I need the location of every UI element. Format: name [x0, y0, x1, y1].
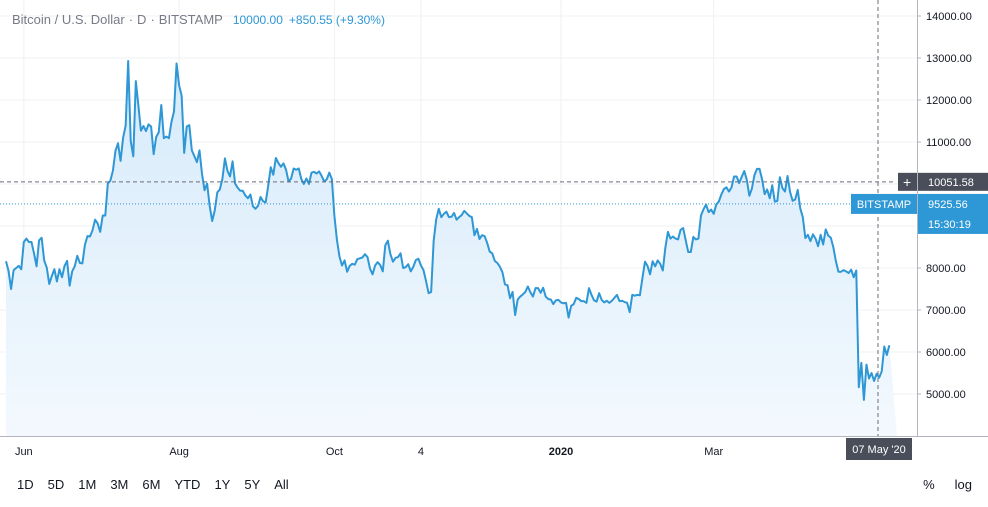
price-area-fill — [6, 60, 897, 436]
legend-value: 10000.00 — [232, 13, 283, 27]
price-tag-countdown: 15:30:19 — [928, 219, 971, 231]
price-line — [5, 59, 891, 401]
range-button-5y[interactable]: 5Y — [244, 477, 261, 492]
date-range-bar: 1D 5D 1M 3M 6M YTD 1Y 5Y All — [10, 474, 296, 495]
range-button-5d[interactable]: 5D — [47, 477, 65, 492]
price-tick-label: 11000.00 — [926, 137, 971, 149]
crosshair-date-label: 07 May '20 — [852, 444, 905, 456]
legend-separator: · — [128, 12, 134, 27]
price-tick-label: 8000.00 — [926, 263, 966, 275]
price-tick-label: 14000.00 — [926, 11, 972, 23]
percent-scale-button[interactable]: % — [923, 477, 935, 492]
range-button-6m[interactable]: 6M — [142, 477, 161, 492]
price-tick-label: 6000.00 — [926, 347, 966, 359]
time-tick-label: Jun — [15, 446, 33, 458]
range-button-3m[interactable]: 3M — [110, 477, 129, 492]
chart-legend: Bitcoin / U.S. Dollar · D · BITSTAMP 10000.00… — [12, 12, 385, 27]
range-button-1m[interactable]: 1M — [78, 477, 97, 492]
price-tick-label: 7000.00 — [926, 305, 966, 317]
price-tag-exchange: BITSTAMP — [857, 199, 911, 211]
symbol-name[interactable]: Bitcoin / U.S. Dollar — [12, 12, 125, 27]
log-scale-button[interactable]: log — [954, 477, 972, 492]
range-button-1d[interactable]: 1D — [17, 477, 34, 492]
legend-separator: · — [150, 12, 155, 27]
price-tick-label: 13000.00 — [926, 53, 972, 65]
range-button-1y[interactable]: 1Y — [214, 477, 231, 492]
crosshair-plus-button[interactable]: + — [898, 172, 917, 191]
interval-label[interactable]: D — [137, 12, 147, 27]
range-button-all[interactable]: All — [274, 477, 289, 492]
time-tick-label: Mar — [704, 446, 723, 458]
time-tick-label: Aug — [169, 446, 189, 458]
time-tick-label: Oct — [326, 446, 343, 458]
price-tick-label: 5000.00 — [926, 389, 966, 401]
time-axis[interactable]: Jun Aug Oct 4 2020 Mar — [15, 446, 724, 458]
last-price-tag: BITSTAMP 9525.56 15:30:19 — [851, 193, 988, 234]
crosshair-price-label: 10051.58 — [928, 177, 974, 189]
crosshair-price-tag: 10051.58 — [918, 172, 988, 191]
time-tick-label: 2020 — [549, 446, 573, 458]
scale-buttons: % log — [921, 474, 974, 495]
range-button-ytd[interactable]: YTD — [174, 477, 201, 492]
time-tick-label: 4 — [418, 446, 424, 458]
plus-icon[interactable]: + — [903, 174, 911, 190]
price-tick-label: 12000.00 — [926, 95, 972, 107]
price-tag-value: 9525.56 — [928, 199, 968, 211]
exchange-label: BITSTAMP — [158, 12, 223, 27]
crosshair-date-tag: 07 May '20 — [846, 438, 912, 460]
legend-change: +850.55 (+9.30%) — [288, 13, 385, 27]
